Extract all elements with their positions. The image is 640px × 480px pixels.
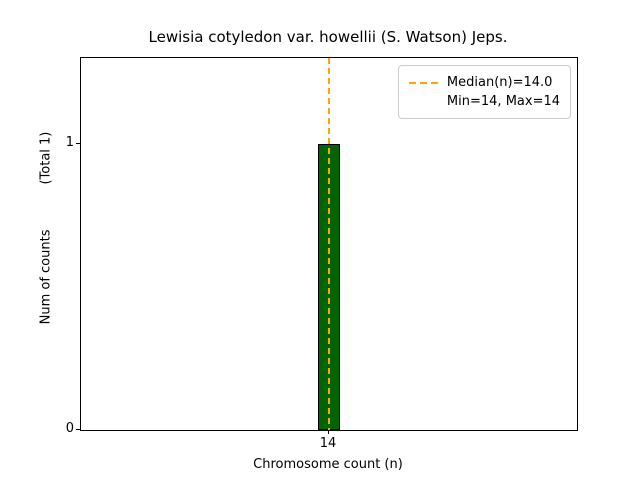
xtick-label-14: 14	[319, 436, 337, 451]
median-line	[328, 58, 330, 430]
legend-entry-median: Median(n)=14.0	[408, 73, 560, 92]
xtick-mark-14	[328, 430, 329, 434]
x-axis-label: Chromosome count (n)	[253, 457, 403, 472]
legend-entry-minmax-label: Min=14, Max=14	[446, 94, 560, 109]
chart-title: Lewisia cotyledon var. howellii (S. Wats…	[148, 28, 508, 46]
y-axis-label-text: Num of counts	[38, 229, 54, 325]
ytick-label-0: 0	[65, 421, 74, 436]
y-axis-label: Num of counts(Total 1)	[39, 132, 54, 325]
plot-area: Median(n)=14.0 Min=14, Max=14	[80, 57, 578, 431]
legend: Median(n)=14.0 Min=14, Max=14	[397, 65, 571, 119]
median-line-legend-sample	[408, 81, 439, 84]
ytick-mark-0	[76, 429, 80, 430]
legend-entry-median-label: Median(n)=14.0	[446, 75, 553, 90]
ytick-label-1: 1	[65, 134, 74, 150]
ytick-mark-1	[76, 143, 80, 144]
legend-entry-minmax: Min=14, Max=14	[409, 92, 560, 111]
